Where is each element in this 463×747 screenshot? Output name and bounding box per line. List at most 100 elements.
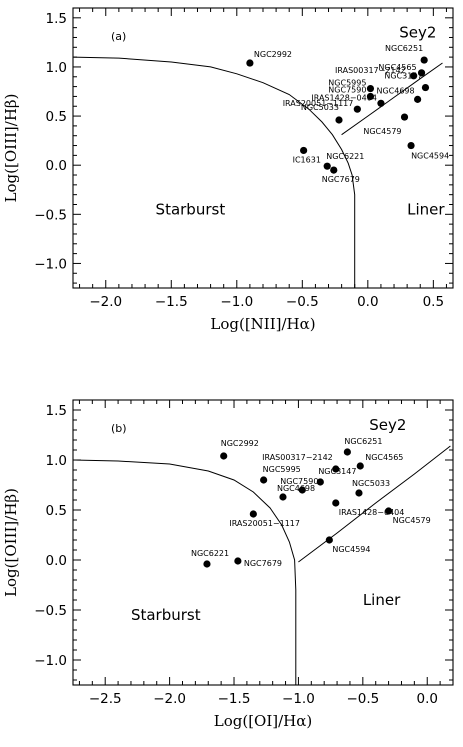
x-tick-label: −0.5 [346, 691, 379, 707]
chart-panel-b: −2.5 −2.0 −1.5 −1.0 −0.5 0.0 −1.0 −0.5 0.0 0.5 1.0… [2, 399, 454, 730]
point-label: NGC7679 [322, 175, 360, 184]
seyfert-liner-division-curve [298, 445, 451, 563]
y-tick-label: 0.5 [46, 503, 67, 519]
x-tick-label: 0.5 [423, 294, 444, 310]
point-label: NGC5033 [352, 479, 390, 488]
panel-label: (a) [111, 30, 126, 43]
data-point [298, 486, 306, 494]
point-label: NGC7590 [280, 477, 318, 486]
x-axis-label: Log([NII]/Hα) [210, 315, 315, 333]
data-point [249, 510, 257, 518]
point-label: NGC7679 [244, 559, 282, 568]
region-label-starburst: Starburst [156, 200, 226, 218]
y-tick-label: 0.5 [46, 109, 67, 125]
point-label: NGC2992 [254, 50, 292, 59]
point-label: IRAS1428−0404 [311, 93, 377, 102]
data-point [332, 465, 340, 473]
point-label: NGC4594 [411, 152, 449, 161]
region-label-liner: Liner [407, 200, 445, 218]
point-label: NGC3147 [384, 72, 422, 81]
data-point [316, 478, 324, 486]
y-tick-label: −1.0 [34, 256, 67, 272]
point-label: NGC2992 [221, 439, 259, 448]
point-label: NGC3147 [318, 467, 356, 476]
x-tick-label: −1.0 [282, 691, 315, 707]
chart-panel-a: −2.0 −1.5 −1.0 −0.5 0.0 0.5 −1.0 −0.5 0.0 0.5 1.0 1… [2, 7, 454, 333]
x-tick-label: −2.0 [153, 691, 186, 707]
data-point [355, 489, 363, 497]
point-label: IRAS20051−1117 [229, 519, 300, 528]
data-point [414, 95, 422, 103]
plot-frame [72, 399, 454, 686]
point-label: IC1631 [293, 155, 321, 164]
data-point [356, 462, 364, 470]
data-point [421, 83, 430, 92]
data-point [377, 99, 385, 107]
point-label: NGC6251 [344, 437, 382, 446]
x-tick-label: −2.5 [89, 691, 122, 707]
point-label: NGC4698 [277, 484, 315, 493]
point-label: IRAS00317−2142 [262, 453, 333, 462]
data-point [407, 141, 415, 150]
starburst-boundary-curve [73, 56, 356, 288]
y-tick-label: −1.0 [34, 653, 67, 669]
panel-label: (b) [111, 422, 127, 435]
point-label: NGC4594 [332, 545, 370, 554]
data-point [353, 105, 361, 113]
starburst-boundary-curve [73, 459, 297, 685]
data-point [410, 72, 418, 80]
data-point [366, 92, 375, 101]
data-point [325, 536, 333, 544]
data-point [384, 507, 393, 515]
data-point [323, 162, 331, 170]
x-axis-label: Log([OI]/Hα) [214, 712, 313, 730]
point-label: NGC5033 [301, 103, 339, 112]
data-point [203, 560, 211, 568]
x-tick-label: −0.5 [286, 294, 319, 310]
point-label: NGC7590 [328, 85, 366, 94]
point-label: NGC4565 [365, 453, 403, 462]
point-label: IRAS1428−0404 [339, 508, 405, 517]
seyfert-liner-division-curve [341, 62, 443, 136]
y-axis-label: Log([OIII]/Hβ) [2, 488, 20, 597]
y-tick-label: −0.5 [34, 207, 67, 223]
data-point [417, 69, 426, 77]
data-point [330, 166, 338, 174]
region-label-liner: Liner [363, 591, 401, 609]
x-tick-label: −1.5 [218, 691, 251, 707]
data-point [420, 56, 428, 64]
region-label-sey2: Sey2 [369, 416, 406, 434]
data-point [220, 452, 228, 460]
data-point [400, 113, 409, 121]
y-tick-label: 0.0 [46, 553, 67, 569]
data-point [279, 493, 287, 501]
point-label: NGC6221 [191, 549, 229, 558]
x-tick-label: 0.0 [416, 691, 437, 707]
region-label-starburst: Starburst [131, 606, 201, 624]
point-label: NGC6251 [385, 44, 423, 53]
y-tick-label: 1.0 [46, 453, 67, 469]
y-tick-label: −0.5 [34, 603, 67, 619]
y-tick-label: 1.5 [46, 403, 67, 419]
point-label: NGC5995 [263, 465, 301, 474]
point-label: NGC6221 [326, 152, 364, 161]
data-point [246, 59, 254, 67]
point-label: NGC4579 [363, 127, 401, 136]
data-point [260, 476, 268, 484]
data-point [366, 84, 375, 93]
data-point [300, 146, 308, 155]
data-point [234, 557, 242, 565]
y-tick-label: 1.5 [46, 11, 67, 27]
point-label: NGC4579 [393, 516, 431, 525]
x-tick-label: −1.0 [220, 294, 253, 310]
x-tick-label: 0.0 [357, 294, 378, 310]
x-tick-label: −2.0 [89, 294, 122, 310]
point-label: IRAS00317−2142 [335, 66, 406, 75]
y-tick-label: 0.0 [46, 158, 67, 174]
point-label: NGC4565 [378, 63, 416, 72]
y-tick-label: 1.0 [46, 60, 67, 76]
x-tick-label: −1.5 [155, 294, 188, 310]
data-point [343, 448, 351, 456]
